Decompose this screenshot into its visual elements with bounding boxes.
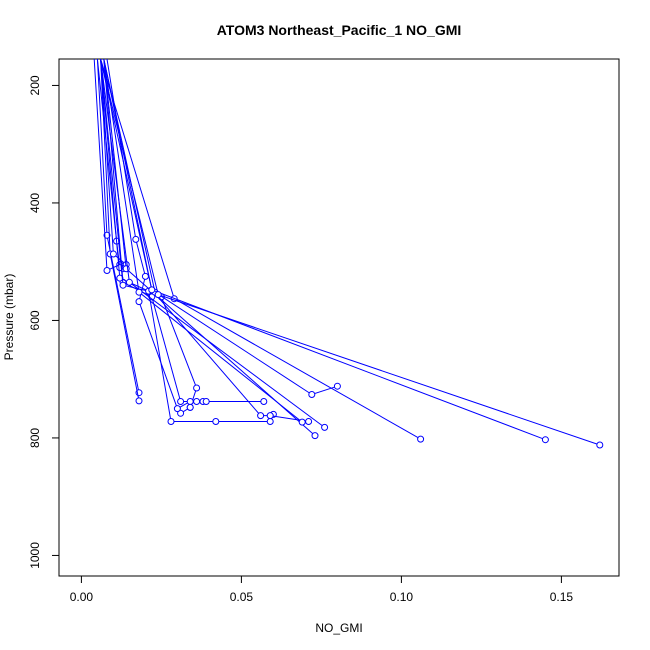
data-point	[260, 398, 268, 405]
data-point	[148, 286, 156, 294]
profile-series	[106, 59, 194, 413]
data-point	[141, 272, 149, 280]
data-point	[103, 231, 111, 239]
data-point	[132, 235, 140, 243]
profile-series	[103, 59, 306, 426]
series-line	[100, 59, 600, 446]
data-point	[109, 250, 117, 258]
data-point	[173, 405, 181, 413]
series-line	[103, 59, 546, 441]
data-point	[596, 441, 604, 449]
y-tick-label: 600	[28, 310, 42, 330]
y-tick-label: 200	[28, 75, 42, 95]
x-axis: 0.00 0.05 0.10 0.15	[70, 576, 574, 604]
data-point	[186, 398, 194, 405]
data-point	[135, 288, 143, 296]
x-axis-label: NO_GMI	[315, 621, 362, 635]
data-point	[308, 391, 316, 398]
data-point	[298, 418, 306, 426]
x-tick-label: 0.10	[390, 590, 414, 604]
y-tick-label: 800	[28, 428, 42, 448]
data-point	[541, 436, 549, 444]
y-tick-label: 1000	[28, 542, 42, 569]
series-line	[100, 59, 325, 428]
series-line	[106, 59, 191, 410]
x-tick-label: 0.15	[550, 590, 574, 604]
data-point	[154, 291, 162, 299]
data-point	[186, 403, 194, 411]
plot-frame	[58, 58, 620, 577]
data-point	[177, 398, 185, 405]
data-point	[311, 432, 319, 440]
data-point	[103, 267, 111, 274]
series-line	[100, 59, 309, 422]
data-point	[167, 418, 175, 425]
series-line	[103, 59, 264, 402]
data-point	[177, 409, 185, 417]
data-point	[119, 281, 127, 289]
y-tick-label: 400	[28, 193, 42, 213]
data-point	[125, 278, 133, 286]
profile-series	[103, 59, 319, 440]
data-point	[135, 397, 143, 405]
profile-series	[100, 59, 329, 431]
profile-series	[103, 59, 268, 405]
profile-series	[93, 59, 124, 274]
data-point	[135, 298, 143, 306]
y-axis: 200 400 600 800 1000	[28, 75, 59, 569]
series-line	[100, 59, 274, 422]
series-line	[100, 59, 421, 440]
data-point	[305, 418, 313, 425]
y-axis-label: Pressure (mbar)	[2, 274, 16, 361]
x-tick-label: 0.00	[70, 590, 94, 604]
data-point	[333, 382, 341, 390]
data-point	[266, 418, 274, 425]
data-point	[193, 398, 201, 405]
data-point	[266, 412, 274, 420]
data-point	[417, 435, 425, 443]
series-line	[103, 59, 316, 436]
data-point	[116, 274, 124, 282]
profile-series	[100, 59, 604, 449]
data-point	[321, 423, 329, 431]
data-point	[202, 398, 210, 405]
data-point	[212, 418, 220, 425]
profile-series	[100, 59, 313, 425]
data-point	[257, 412, 265, 420]
profile-series	[100, 59, 277, 425]
data-point	[193, 384, 201, 392]
x-tick-label: 0.05	[230, 590, 254, 604]
profile-series	[100, 59, 425, 443]
chart-title: ATOM3 Northeast_Pacific_1 NO_GMI	[217, 22, 462, 38]
series-layer	[93, 59, 604, 449]
